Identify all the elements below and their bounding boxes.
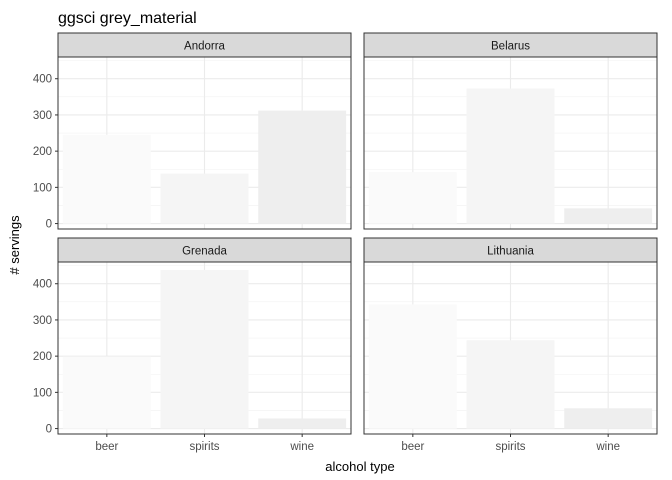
x-tick-label-spirits: spirits [495, 441, 525, 453]
bar-belarus-wine [564, 208, 653, 224]
bar-belarus-beer [368, 172, 457, 224]
facet-label-grenada: Grenada [182, 246, 227, 258]
y-tick-label: 100 [33, 182, 52, 194]
y-tick-label: 0 [46, 219, 52, 231]
facet-strip-belarus [363, 32, 658, 58]
y-tick-label: 400 [33, 279, 52, 291]
facet-label-andorra: Andorra [184, 41, 226, 53]
y-tick-label: 200 [33, 146, 52, 158]
y-tick-label: 100 [33, 387, 52, 399]
bar-andorra-beer [62, 134, 151, 224]
bar-grenada-beer [62, 356, 151, 429]
bar-andorra-spirits [160, 173, 249, 224]
y-tick-label: 0 [46, 424, 52, 436]
x-tick-label-beer: beer [401, 441, 424, 453]
panel-border [363, 56, 658, 230]
x-tick-label-wine: wine [595, 441, 620, 453]
bar-andorra-wine [258, 110, 347, 224]
facet-label-lithuania: Lithuania [487, 246, 534, 258]
chart-title: ggsci grey_material [58, 10, 197, 27]
facet-label-belarus: Belarus [491, 41, 530, 53]
y-tick-label: 400 [33, 74, 52, 86]
y-tick-label: 200 [33, 351, 52, 363]
facet-strip-grenada [57, 237, 352, 263]
bar-grenada-wine [258, 418, 347, 429]
y-tick-label: 300 [33, 315, 52, 327]
bar-lithuania-spirits [466, 340, 555, 429]
x-axis-title: alcohol type [325, 459, 394, 474]
x-tick-label-beer: beer [95, 441, 118, 453]
bar-lithuania-beer [368, 304, 457, 429]
y-tick-label: 300 [33, 110, 52, 122]
facet-strip-andorra [57, 32, 352, 58]
bar-grenada-spirits [160, 269, 249, 429]
y-axis-title: # servings [7, 215, 22, 275]
panel-border [57, 56, 352, 230]
x-tick-label-wine: wine [289, 441, 314, 453]
x-tick-label-spirits: spirits [189, 441, 219, 453]
bar-lithuania-wine [564, 408, 653, 429]
facet-strip-lithuania [363, 237, 658, 263]
bar-belarus-spirits [466, 88, 555, 224]
